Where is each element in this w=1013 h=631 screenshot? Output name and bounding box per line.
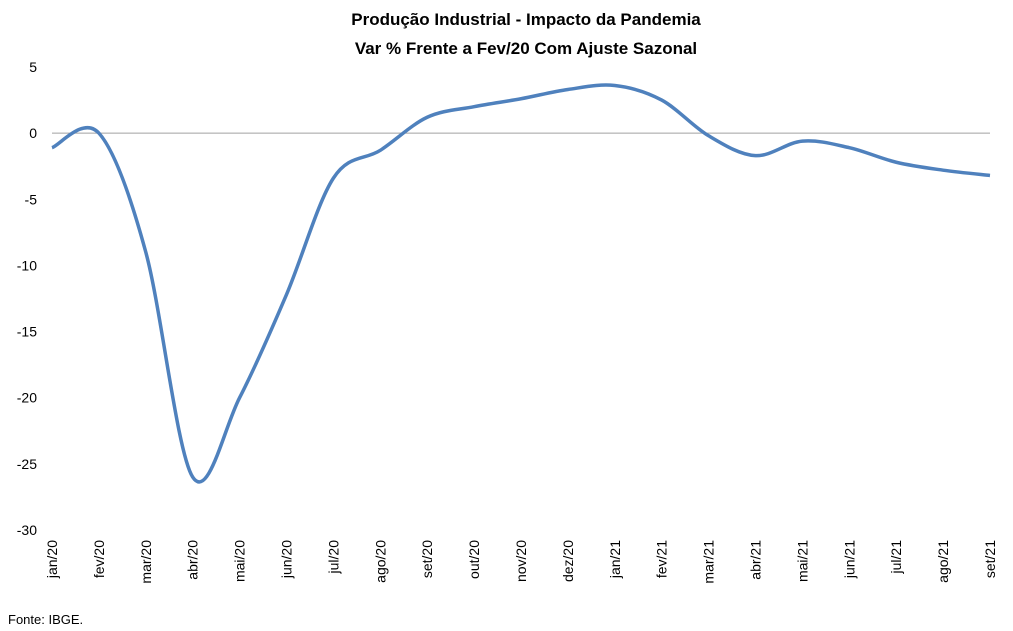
source-note: Fonte: IBGE. xyxy=(8,612,83,627)
x-tick-label: jun/21 xyxy=(841,540,857,579)
y-tick-label: -10 xyxy=(17,257,37,273)
x-tick-label: jul/20 xyxy=(325,540,341,575)
y-tick-label: 5 xyxy=(29,59,37,75)
x-tick-label: abr/20 xyxy=(185,540,201,580)
x-tick-label: out/20 xyxy=(466,540,482,579)
x-tick-label: dez/20 xyxy=(560,540,576,582)
x-tick-label: set/20 xyxy=(419,540,435,578)
x-tick-label: jul/21 xyxy=(888,540,904,575)
x-tick-label: mar/21 xyxy=(701,540,717,584)
x-tick-label: fev/20 xyxy=(91,540,107,578)
y-tick-label: -15 xyxy=(17,324,37,340)
chart-subtitle: Var % Frente a Fev/20 Com Ajuste Sazonal xyxy=(355,39,697,58)
y-tick-label: 0 xyxy=(29,125,37,141)
x-tick-label: set/21 xyxy=(982,540,998,578)
x-tick-label: mai/20 xyxy=(232,540,248,582)
x-tick-label: ago/20 xyxy=(372,540,388,583)
x-tick-label: abr/21 xyxy=(748,540,764,580)
x-tick-label: jan/21 xyxy=(607,540,623,579)
x-tick-label: mar/20 xyxy=(138,540,154,584)
x-tick-label: jan/20 xyxy=(44,540,60,579)
y-tick-label: -30 xyxy=(17,522,37,538)
x-tick-label: fev/21 xyxy=(654,540,670,578)
y-tick-label: -20 xyxy=(17,390,37,406)
data-line xyxy=(51,83,991,484)
x-tick-label: ago/21 xyxy=(935,540,951,583)
y-tick-label: -5 xyxy=(25,191,38,207)
chart-title: Produção Industrial - Impacto da Pandemi… xyxy=(351,10,701,29)
x-tick-label: nov/20 xyxy=(513,540,529,582)
x-tick-label: jun/20 xyxy=(279,540,295,579)
y-tick-label: -25 xyxy=(17,456,37,472)
x-tick-label: mai/21 xyxy=(794,540,810,582)
